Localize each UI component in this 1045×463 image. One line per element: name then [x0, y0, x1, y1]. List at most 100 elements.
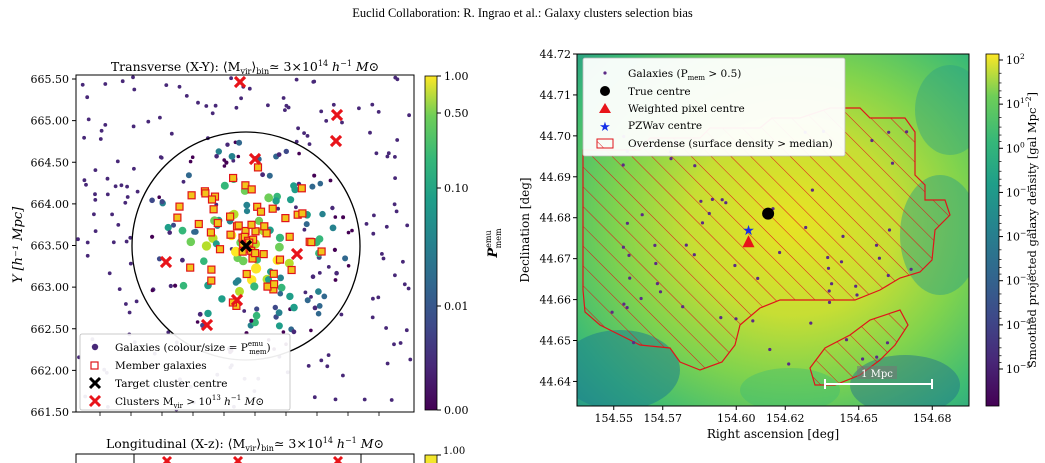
galaxy-point [376, 296, 380, 300]
y-tick-label: 661.50 [31, 406, 70, 419]
transverse-ylabel: Y [h⁻¹ Mpc] [11, 206, 26, 283]
member-galaxy [286, 233, 293, 240]
galaxy-point [204, 104, 208, 108]
member-galaxy [243, 271, 250, 278]
galaxy-point [276, 322, 283, 329]
galaxy-point [224, 161, 228, 165]
galaxy-point [304, 221, 310, 227]
galaxy-point [123, 201, 127, 205]
y-tick-label: 662.50 [31, 323, 70, 336]
galaxy-point [405, 224, 409, 228]
galaxy-point [309, 329, 313, 333]
galaxy-point [112, 240, 116, 244]
galaxy-point [114, 184, 118, 188]
member-galaxy-dot [734, 317, 737, 320]
member-galaxy [235, 222, 242, 229]
galaxy-point [329, 179, 333, 183]
galaxy-point [160, 156, 164, 160]
y-tick-label: 44.70 [540, 130, 572, 143]
member-galaxy-dot [804, 226, 807, 229]
galaxy-point [405, 328, 409, 332]
member-galaxy [270, 270, 277, 277]
galaxy-point [244, 208, 250, 214]
member-galaxy-dot [711, 198, 714, 201]
galaxy-point [196, 320, 200, 324]
galaxy-point [84, 183, 88, 187]
galaxy-point [318, 181, 324, 187]
y-tick-label: 44.69 [540, 171, 572, 184]
legend-pzwav-marker: ★ [599, 120, 611, 135]
galaxy-point [94, 229, 98, 233]
galaxy-point [308, 142, 312, 146]
member-galaxy-dot [787, 362, 790, 365]
galaxy-point [324, 119, 328, 123]
galaxy-point [399, 341, 403, 345]
galaxy-point [286, 293, 293, 300]
galaxy-point [100, 129, 104, 133]
legend-weighted-centre-label: Weighted pixel centre [628, 103, 745, 115]
density-colorbar-label: Smoothed projected galaxy density [gal M… [1024, 92, 1039, 368]
legend-clusters-label: Clusters Mvir > 1013 h−1 M⊙ [115, 394, 264, 410]
member-galaxy [187, 264, 194, 271]
galaxy-point [235, 287, 244, 296]
cb-tick-label: 101 [1006, 96, 1025, 111]
cb-tick-label: 0.00 [444, 404, 469, 417]
galaxy-point [236, 140, 242, 146]
galaxy-point [157, 195, 161, 199]
galaxy-point [321, 294, 327, 300]
member-galaxy-dot [891, 162, 894, 165]
galaxy-point [214, 104, 218, 108]
galaxy-point [327, 353, 331, 357]
galaxy-point [187, 238, 196, 247]
member-galaxy-dot [828, 301, 831, 304]
galaxy-point [225, 143, 229, 147]
galaxy-point [341, 215, 345, 219]
member-galaxy-dot [905, 130, 908, 133]
galaxy-point [93, 198, 97, 202]
member-galaxy-dot [768, 348, 771, 351]
cb-tick-label: 0.50 [444, 107, 469, 120]
galaxy-point [305, 297, 311, 303]
galaxy-point [178, 85, 182, 89]
galaxy-point [82, 136, 86, 140]
density-y-ticks: 44.7244.7144.7044.6944.6844.6744.6644.65… [540, 48, 578, 388]
galaxy-point [407, 113, 411, 117]
galaxy-point [334, 215, 338, 219]
galaxy-point [307, 364, 311, 368]
galaxy-point [158, 116, 162, 120]
y-tick-label: 665.00 [31, 115, 70, 128]
galaxy-point [284, 149, 289, 154]
galaxy-point [363, 398, 367, 402]
member-galaxy [264, 283, 271, 290]
legend-member-galaxy-dot [603, 71, 606, 74]
galaxy-point [146, 120, 150, 124]
longitudinal-panel: Longitudinal (X-z): ⟨Mvir⟩bin≃ 3×1014 h−… [76, 436, 465, 463]
member-galaxy-dot [622, 246, 625, 249]
galaxy-point [186, 172, 192, 178]
member-galaxy [248, 221, 255, 228]
galaxy-point [179, 227, 187, 235]
galaxy-point [283, 108, 287, 112]
member-galaxy-dot [641, 213, 644, 216]
member-galaxy-dot [659, 290, 662, 293]
x-tick-label: 154.62 [766, 412, 805, 425]
member-galaxy [260, 251, 267, 258]
galaxy-point [191, 155, 195, 159]
x-tick-label: 154.68 [913, 412, 952, 425]
galaxy-point [319, 211, 325, 217]
x-tick-label: 154.57 [644, 412, 683, 425]
galaxy-point [150, 235, 154, 239]
galaxy-point [272, 197, 279, 204]
member-galaxy-dot [756, 277, 759, 280]
member-galaxy-dot [628, 277, 631, 280]
galaxy-point [116, 223, 120, 227]
member-galaxy-dot [841, 235, 844, 238]
transverse-colorbar-ticks: 1.000.500.100.010.00 [437, 70, 469, 417]
member-galaxy-dot [669, 157, 672, 160]
cb-tick-label: 102 [1006, 52, 1025, 67]
galaxy-point [76, 237, 80, 241]
member-galaxy [195, 221, 202, 228]
legend-galaxy-marker [92, 344, 98, 350]
galaxy-point [278, 291, 284, 297]
galaxy-point [313, 395, 317, 399]
